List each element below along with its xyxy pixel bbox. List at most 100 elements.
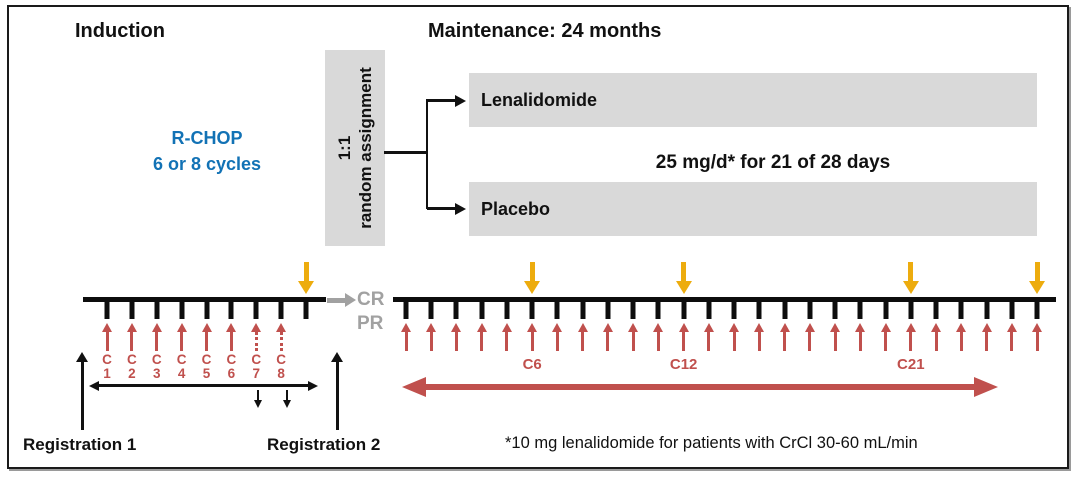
arrow-up-icon [401,323,411,332]
maintenance-tick [504,300,510,319]
maintenance-tick [782,300,788,319]
maintenance-tick [453,300,459,319]
cycle-number-label: 4 [177,365,186,381]
arrow-stem [808,332,812,351]
arrow-stem [909,332,913,351]
cycle-dose-arrow-icon [779,323,790,351]
evaluation-gold-arrow-icon [524,262,541,294]
arrow-stem [279,332,283,351]
arrow-down-icon [254,400,262,408]
cycle-number-label: 1 [103,365,111,381]
maintenance-duration-arrow [402,376,998,397]
lenalidomide-label: Lenalidomide [481,90,598,110]
arrow-down-icon [298,281,314,294]
optional-cycle8-arrow-icon [283,390,291,408]
maintenance-tick [958,300,964,319]
arrow-up-icon [552,323,563,332]
arrow-stem [681,262,687,281]
cycle-dose-arrow-icon [678,323,689,351]
arrow-up-icon [830,323,841,332]
maintenance-tick [933,300,939,319]
arrow-up-icon [331,352,343,362]
induction-tick [253,300,259,319]
arrow-up-icon [201,323,212,332]
arrow-stem [327,297,345,303]
arrow-up-icon [527,323,538,332]
maintenance-tick [807,300,813,319]
arrow-up-icon [426,323,437,332]
arrow-stem [908,262,914,281]
cycle-dose-arrow-icon [226,323,237,351]
arrow-up-icon [981,323,992,332]
cycle-letter-label: C [201,352,212,367]
arrow-up-icon [678,323,689,332]
arrow-stem [783,332,787,351]
cycle-dose-arrow-icon [653,323,664,351]
placebo-label: Placebo [481,199,551,219]
arrow-down-icon [524,281,541,294]
arrow-stem [429,332,433,351]
randomization-connector-line [384,151,428,154]
arrow-right-icon [455,202,466,215]
response-transition-arrow [327,293,356,307]
arrow-up-icon [653,323,664,332]
arrow-stem [1010,332,1014,351]
arrow-stem [606,332,610,351]
arrow-stem [656,332,660,351]
arrow-line [426,383,974,390]
regimen-cycles-label: 6 or 8 cycles [152,154,262,174]
pr-label: PR [357,313,384,334]
arrow-stem [303,262,309,281]
arrow-up-icon [779,323,790,332]
registration2-arrow [331,352,343,430]
arrow-up-icon [577,323,588,332]
cycle-dose-arrow-icon [1006,323,1017,351]
cycle-dose-arrow-icon [276,323,287,351]
cycle-letter-label: C [127,352,137,367]
arrow-up-icon [956,323,967,332]
cycle-number-label: 8 [277,365,285,381]
evaluation-gold-arrow-icon [298,262,314,294]
cycle-dose-arrow-icon [201,323,212,351]
cycle-dose-arrow-icon [1032,323,1042,351]
arrow-stem [1035,332,1039,351]
footnote: *10 mg lenalidomide for patients with Cr… [505,434,918,452]
cycle-number-label: 6 [227,365,236,381]
cycle-dose-arrow-icon [577,323,588,351]
cycle-dose-arrow-icon [956,323,967,351]
cycle-dose-arrow-icon [981,323,992,351]
arrow-stem [530,332,534,351]
registration1-label: Registration 1 [23,435,137,454]
arrow-stem [105,332,109,351]
maintenance-cycle-label: C21 [897,356,925,373]
arrow-up-icon [102,323,112,332]
maintenance-tick [554,300,560,319]
arrow-stem [529,262,535,281]
cycle-dose-arrow-icon [855,323,866,351]
arrow-stem [427,99,455,102]
arrow-stem [404,332,408,351]
cycle-dose-arrow-icon [476,323,487,351]
arrow-stem [155,332,159,351]
arrow-right-icon [308,380,318,391]
maintenance-tick [1009,300,1015,319]
maintenance-tick [706,300,712,319]
arrow-stem [732,332,736,351]
maintenance-tick [883,300,889,319]
arrow-stem [427,207,455,210]
arrow-up-icon [1032,323,1042,332]
branch-vertical-line [425,99,428,209]
regimen-name-label: R-CHOP [171,128,243,148]
maintenance-tick [403,300,409,319]
maintenance-tick [605,300,611,319]
randomization-label: 1:1 random assignment [334,50,376,246]
induction-tick [104,300,110,319]
placebo-bar: Placebo [469,182,1037,236]
arrow-down-icon [1029,281,1045,294]
